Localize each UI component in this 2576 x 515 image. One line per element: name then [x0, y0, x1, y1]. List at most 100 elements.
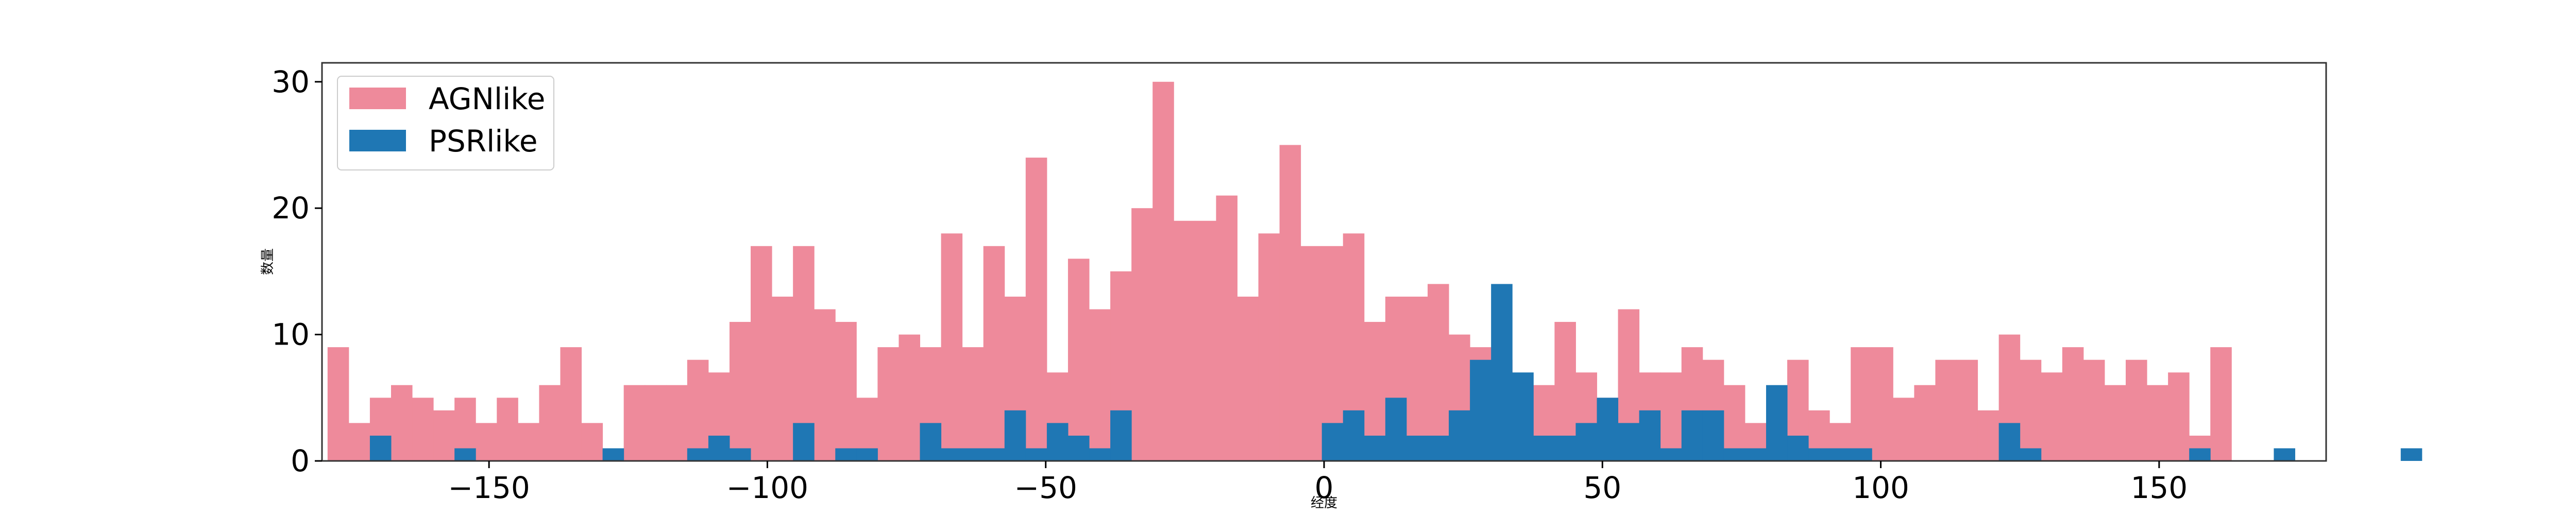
bar-agnlike-21	[772, 296, 793, 461]
y-axis: 0 10 20 30	[272, 64, 322, 478]
bar-psrlike-36	[1089, 448, 1111, 461]
bar-agnlike-75	[1914, 385, 1936, 461]
bar-psrlike-65	[1702, 410, 1724, 461]
bar-agnlike-63	[1660, 372, 1682, 461]
bar-agnlike-16	[666, 385, 688, 461]
bar-agnlike-52	[1427, 284, 1449, 461]
bar-agnlike-74	[1893, 398, 1914, 461]
y-axis-label: 数量	[260, 248, 276, 275]
bar-agnlike-11	[560, 347, 582, 461]
bar-psrlike-32	[1004, 410, 1026, 461]
bar-psrlike-80	[2020, 448, 2042, 461]
bar-psrlike-67	[1744, 448, 1767, 461]
bar-psrlike-51	[1406, 435, 1428, 461]
bar-agnlike-44	[1258, 233, 1280, 461]
x-tick-label: −50	[1014, 470, 1077, 505]
bar-psrlike-17	[687, 448, 709, 461]
bar-psrlike-55	[1491, 284, 1513, 461]
bar-psrlike-29	[941, 448, 963, 461]
bar-agnlike-14	[623, 385, 646, 461]
y-tick-label: 30	[272, 64, 310, 99]
bar-agnlike-38	[1131, 208, 1153, 461]
bar-agnlike-87	[2168, 372, 2190, 461]
bar-agnlike-23	[814, 309, 836, 461]
bar-psrlike-6	[454, 448, 476, 461]
bar-psrlike-69	[1787, 435, 1809, 461]
bar-agnlike-3	[391, 385, 413, 461]
bar-psrlike-70	[1808, 448, 1830, 461]
bar-agnlike-12	[581, 423, 603, 461]
bar-agnlike-72	[1851, 347, 1872, 461]
bar-agnlike-1	[348, 423, 370, 461]
bar-agnlike-76	[1935, 359, 1957, 461]
bar-agnlike-82	[2062, 347, 2084, 461]
bar-psrlike-47	[1321, 423, 1344, 461]
bar-agnlike-85	[2126, 359, 2147, 461]
bar-psrlike-18	[708, 435, 730, 461]
x-axis: −150 −100 −50 0 50 100 150	[448, 461, 2188, 505]
bar-psrlike-64	[1681, 410, 1703, 461]
bar-agnlike-41	[1195, 220, 1216, 461]
bar-agnlike-43	[1237, 296, 1259, 461]
bar-psrlike-52	[1427, 435, 1449, 461]
x-axis-label: 经度	[1311, 495, 1337, 511]
bar-psrlike-28	[920, 423, 942, 461]
bar-psrlike-24	[835, 448, 857, 461]
bar-agnlike-83	[2083, 359, 2105, 461]
legend-swatch-psrlike	[349, 130, 406, 151]
bar-agnlike-10	[539, 385, 561, 461]
bar-agnlike-80	[2020, 359, 2042, 461]
bar-psrlike-19	[729, 448, 751, 461]
legend-swatch-agnlike	[349, 88, 406, 109]
bar-agnlike-86	[2147, 385, 2168, 461]
legend-label-agnlike: AGNlike	[429, 81, 545, 116]
bar-psrlike-49	[1364, 435, 1386, 461]
bar-agnlike-77	[1956, 359, 1978, 461]
bar-psrlike-34	[1046, 423, 1069, 461]
bar-psrlike-33	[1025, 448, 1047, 461]
bar-agnlike-36	[1089, 309, 1111, 461]
bar-psrlike-35	[1067, 435, 1090, 461]
bar-psrlike-98	[2400, 448, 2422, 461]
bar-psrlike-72	[1851, 448, 1872, 461]
bar-psrlike-62	[1639, 410, 1661, 461]
bar-psrlike-2	[369, 435, 392, 461]
bar-agnlike-15	[645, 385, 667, 461]
bar-psrlike-88	[2189, 448, 2211, 461]
bar-agnlike-8	[497, 398, 518, 461]
bar-psrlike-13	[602, 448, 624, 461]
x-tick-label: 0	[1315, 470, 1334, 505]
bar-psrlike-68	[1766, 385, 1788, 461]
bar-psrlike-66	[1723, 448, 1745, 461]
bar-agnlike-29	[941, 233, 963, 461]
bar-psrlike-79	[1998, 423, 2021, 461]
bar-agnlike-27	[899, 334, 921, 461]
legend-label-psrlike: PSRlike	[429, 124, 538, 159]
bar-psrlike-50	[1385, 398, 1407, 461]
y-tick-label: 0	[291, 443, 310, 478]
x-tick-label: 50	[1583, 470, 1621, 505]
bar-agnlike-35	[1067, 259, 1090, 461]
bar-agnlike-24	[835, 322, 857, 461]
bar-psrlike-59	[1575, 423, 1597, 461]
legend: AGNlike PSRlike	[337, 76, 554, 170]
bar-agnlike-89	[2210, 347, 2232, 461]
x-tick-label: −150	[448, 470, 530, 505]
bar-agnlike-33	[1025, 158, 1047, 461]
bar-agnlike-42	[1216, 195, 1238, 461]
bar-agnlike-5	[433, 410, 455, 461]
bar-psrlike-56	[1512, 372, 1534, 461]
bars-group	[327, 81, 2422, 461]
bar-agnlike-31	[983, 246, 1005, 461]
bar-psrlike-92	[2274, 448, 2295, 461]
bar-psrlike-60	[1597, 398, 1619, 461]
x-tick-label: −100	[726, 470, 808, 505]
bar-agnlike-39	[1153, 81, 1174, 461]
y-tick-label: 20	[272, 191, 310, 226]
bar-psrlike-57	[1533, 435, 1555, 461]
bar-agnlike-9	[518, 423, 539, 461]
bar-agnlike-7	[476, 423, 497, 461]
bar-psrlike-61	[1618, 423, 1640, 461]
bar-agnlike-4	[412, 398, 434, 461]
